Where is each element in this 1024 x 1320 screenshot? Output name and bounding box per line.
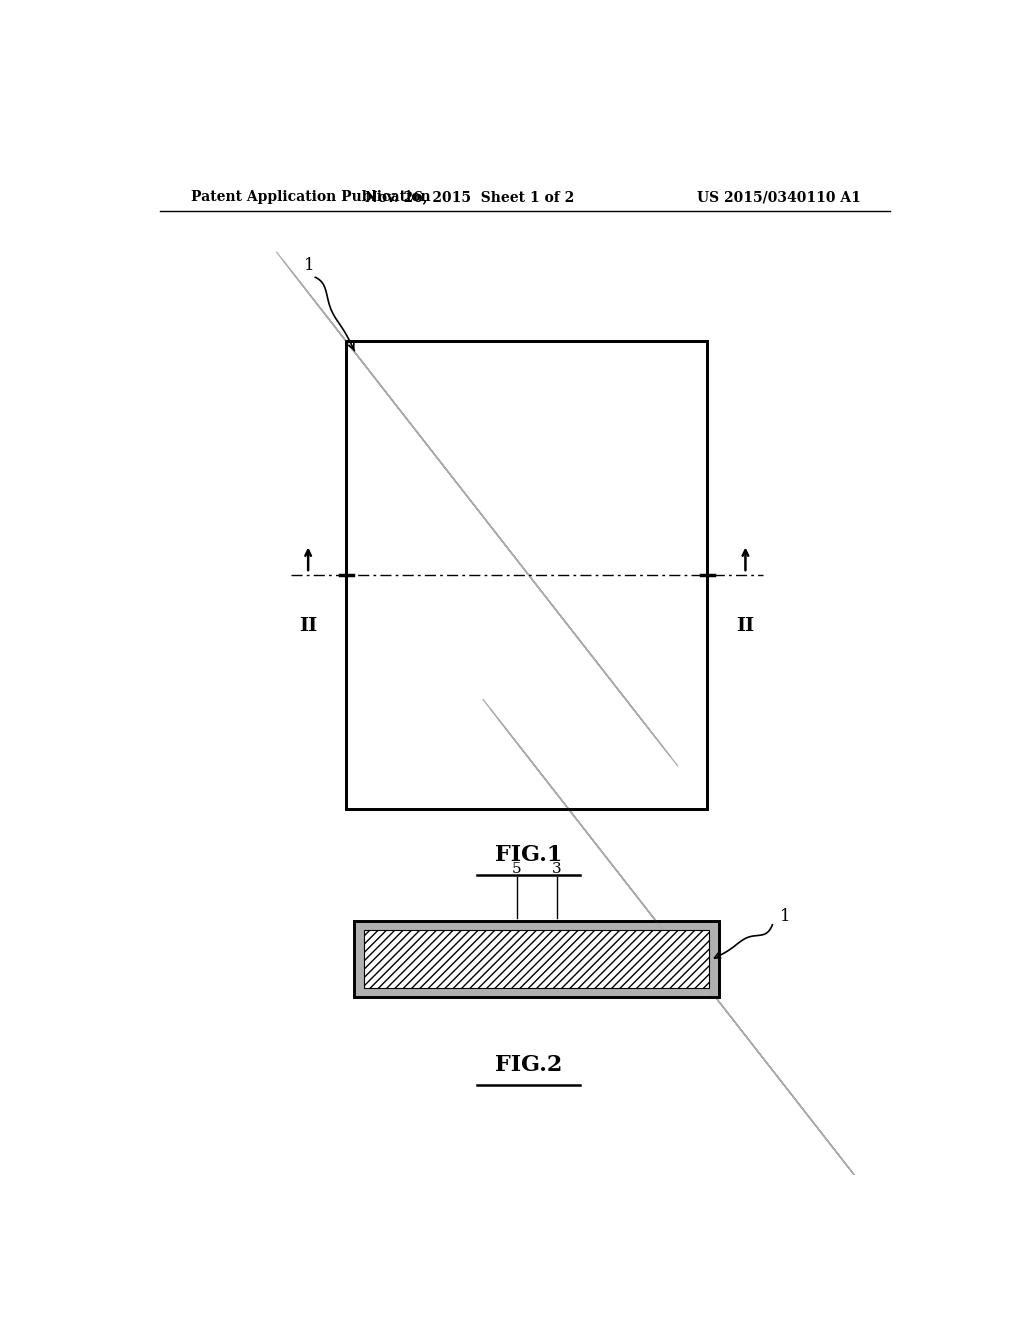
Bar [346,342,708,809]
Text: Patent Application Publication: Patent Application Publication [191,190,431,205]
Text: FIG.1: FIG.1 [495,843,562,866]
Text: 1: 1 [304,256,314,273]
Text: US 2015/0340110 A1: US 2015/0340110 A1 [696,190,861,205]
Text: II: II [299,616,317,635]
Text: 3: 3 [552,862,561,876]
Text: 1: 1 [780,908,791,925]
Bar [354,921,719,997]
Text: II: II [736,616,755,635]
Bar [346,342,708,809]
Bar [354,921,719,997]
Text: 5: 5 [512,862,521,876]
Text: FIG.2: FIG.2 [495,1055,562,1076]
Bar [365,929,709,987]
Text: Nov. 26, 2015  Sheet 1 of 2: Nov. 26, 2015 Sheet 1 of 2 [365,190,573,205]
Bar [346,342,708,809]
